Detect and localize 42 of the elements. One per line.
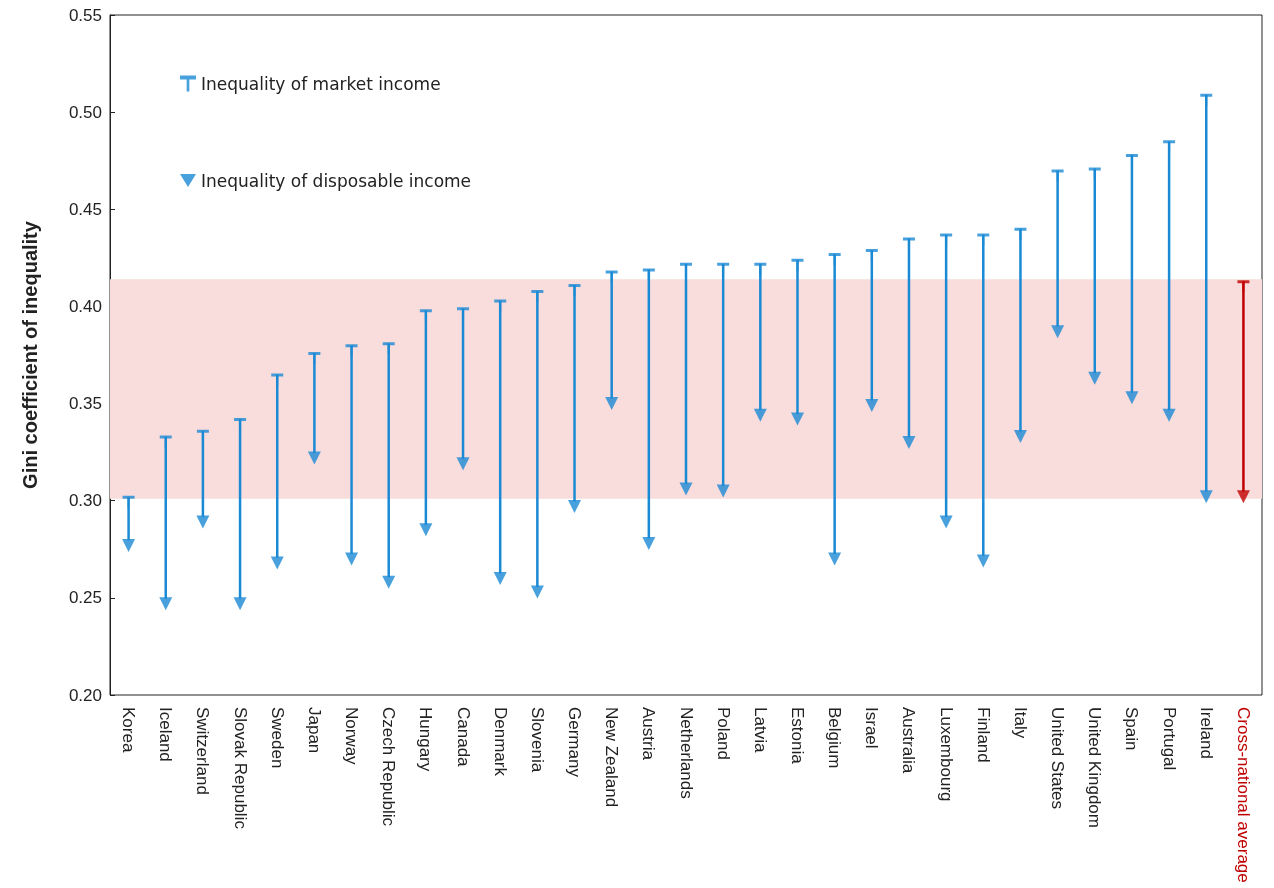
y-tick-label: 0.30 <box>68 491 102 511</box>
y-tick-label: 0.20 <box>68 685 102 705</box>
x-tick-label: Norway <box>342 707 362 766</box>
legend-label: Inequality of market income <box>201 73 441 94</box>
x-tick-label: Sweden <box>267 707 287 769</box>
x-tick-label: Israel <box>862 707 882 749</box>
x-tick-label: United States <box>1048 707 1068 810</box>
x-tick-label: Spain <box>1122 707 1142 751</box>
x-tick-label: United Kingdom <box>1085 707 1105 828</box>
x-tick-label: Iceland <box>156 707 176 762</box>
x-tick-label: Czech Republic <box>379 707 399 827</box>
x-tick-label: Cross-national average <box>1233 707 1253 883</box>
x-tick-label: Ireland <box>1196 707 1216 759</box>
y-tick-label: 0.50 <box>68 102 102 122</box>
x-tick-label: Germany <box>565 707 585 778</box>
x-tick-label: Slovenia <box>527 707 547 773</box>
x-tick-label: Canada <box>453 707 473 768</box>
x-tick-label: Denmark <box>490 707 510 777</box>
x-tick-label: Hungary <box>416 707 436 772</box>
x-tick-label: Finland <box>973 707 993 763</box>
x-tick-label: Italy <box>1010 707 1030 739</box>
x-tick-label: Japan <box>304 707 324 754</box>
y-tick-label: 0.35 <box>68 394 102 414</box>
y-tick-label: 0.40 <box>68 296 102 316</box>
x-tick-label: Slovak Republic <box>230 707 250 830</box>
x-tick-label: Netherlands <box>676 707 696 799</box>
x-tick-label: Switzerland <box>193 707 213 795</box>
y-tick-label: 0.45 <box>68 199 102 219</box>
y-tick-label: 0.55 <box>68 5 102 25</box>
x-tick-label: Poland <box>713 707 733 760</box>
x-tick-label: Portugal <box>1159 707 1179 771</box>
x-tick-label: Estonia <box>787 707 807 765</box>
y-tick-label: 0.25 <box>68 588 102 608</box>
x-tick-label: Luxembourg <box>936 707 956 802</box>
y-axis-title: Gini coefficient of inequality <box>19 220 41 489</box>
legend-label: Inequality of disposable income <box>201 170 472 191</box>
x-tick-label: New Zealand <box>602 707 622 808</box>
x-tick-label: Australia <box>899 707 919 774</box>
x-tick-label: Latvia <box>750 707 770 753</box>
x-tick-label: Korea <box>119 707 139 753</box>
x-tick-label: Austria <box>639 707 659 761</box>
x-tick-label: Belgium <box>825 707 845 769</box>
